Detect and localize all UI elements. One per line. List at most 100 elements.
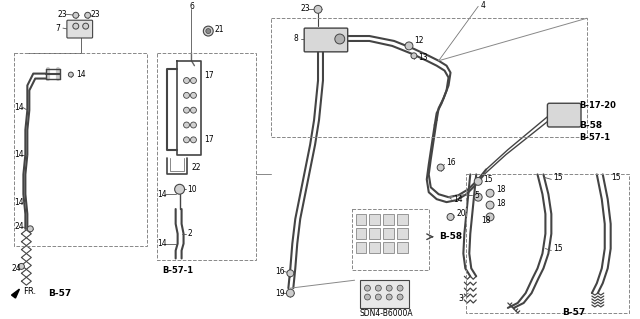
Text: B-58: B-58 [438,232,462,241]
Text: 14: 14 [15,103,24,112]
Circle shape [184,93,189,98]
Circle shape [447,213,454,220]
Text: 15: 15 [554,244,563,253]
Circle shape [405,42,413,50]
Text: 18: 18 [481,216,491,226]
Circle shape [175,184,184,194]
Text: 4: 4 [480,1,485,10]
Text: B-57-1: B-57-1 [162,266,193,275]
Bar [383,242,394,253]
Circle shape [68,72,74,77]
Text: 23: 23 [58,10,68,19]
Circle shape [191,107,196,113]
Circle shape [335,34,345,44]
Text: B-58: B-58 [579,121,602,130]
Circle shape [191,93,196,98]
Text: 15: 15 [483,175,493,184]
Text: B-57: B-57 [48,289,72,298]
Circle shape [191,122,196,128]
Text: SDN4-B6000A: SDN4-B6000A [360,309,413,318]
Circle shape [474,193,482,201]
Circle shape [287,270,294,277]
Bar [467,174,630,313]
Text: FR.: FR. [24,286,36,296]
Text: 24: 24 [15,222,24,231]
Circle shape [387,285,392,291]
Circle shape [376,285,381,291]
Circle shape [486,213,494,221]
Text: 2: 2 [188,229,192,238]
Text: 14: 14 [76,70,85,79]
Circle shape [437,164,444,171]
Bar [397,214,408,225]
Text: 13: 13 [418,53,428,62]
Circle shape [73,12,79,18]
Circle shape [73,23,79,29]
Text: 14: 14 [15,150,24,159]
Circle shape [83,23,89,29]
Text: 18: 18 [496,185,506,194]
Text: 15: 15 [612,173,621,182]
Text: 14: 14 [454,195,463,204]
Circle shape [286,289,294,297]
Text: 21: 21 [214,25,224,33]
Text: B-17-20: B-17-20 [579,101,616,110]
Text: B-57: B-57 [562,308,586,317]
Circle shape [387,294,392,300]
Text: 23: 23 [300,4,310,13]
Circle shape [184,78,189,84]
Circle shape [191,137,196,143]
Polygon shape [12,289,19,298]
Circle shape [411,53,417,59]
Circle shape [184,137,189,143]
Circle shape [486,201,494,209]
Bar [356,228,367,239]
Bar [271,18,587,137]
Text: 15: 15 [554,173,563,182]
Text: 3: 3 [458,293,463,302]
Circle shape [365,285,371,291]
Bar [351,209,429,270]
FancyBboxPatch shape [67,20,93,38]
Bar [369,242,380,253]
Bar [369,214,380,225]
Bar [383,214,394,225]
Text: 14: 14 [15,198,24,207]
FancyBboxPatch shape [304,28,348,52]
Circle shape [314,5,322,13]
Text: 19: 19 [275,289,285,298]
Text: B-57-1: B-57-1 [579,133,610,142]
Text: 7: 7 [55,24,60,33]
Circle shape [184,107,189,113]
Circle shape [191,78,196,84]
Text: 16: 16 [275,267,285,276]
Text: 22: 22 [191,163,201,172]
Text: 12: 12 [414,36,424,46]
Text: 16: 16 [447,158,456,167]
Bar [383,228,394,239]
Circle shape [184,122,189,128]
Text: 14: 14 [157,239,166,248]
Text: 18: 18 [496,199,506,208]
Circle shape [206,29,211,33]
Circle shape [365,294,371,300]
Bar [397,242,408,253]
Bar [369,228,380,239]
Bar [13,53,147,246]
Text: 24: 24 [12,264,21,273]
Text: 14: 14 [157,190,166,199]
Text: 20: 20 [456,210,466,219]
Circle shape [474,177,482,185]
Bar [397,228,408,239]
Text: 17: 17 [204,71,214,80]
Text: 6: 6 [189,2,195,11]
Bar [356,242,367,253]
Text: 17: 17 [204,135,214,144]
Text: 8: 8 [293,33,298,42]
Bar [360,280,409,308]
Circle shape [397,294,403,300]
Text: 10: 10 [188,185,197,194]
Circle shape [376,294,381,300]
Bar [356,214,367,225]
Circle shape [486,189,494,197]
